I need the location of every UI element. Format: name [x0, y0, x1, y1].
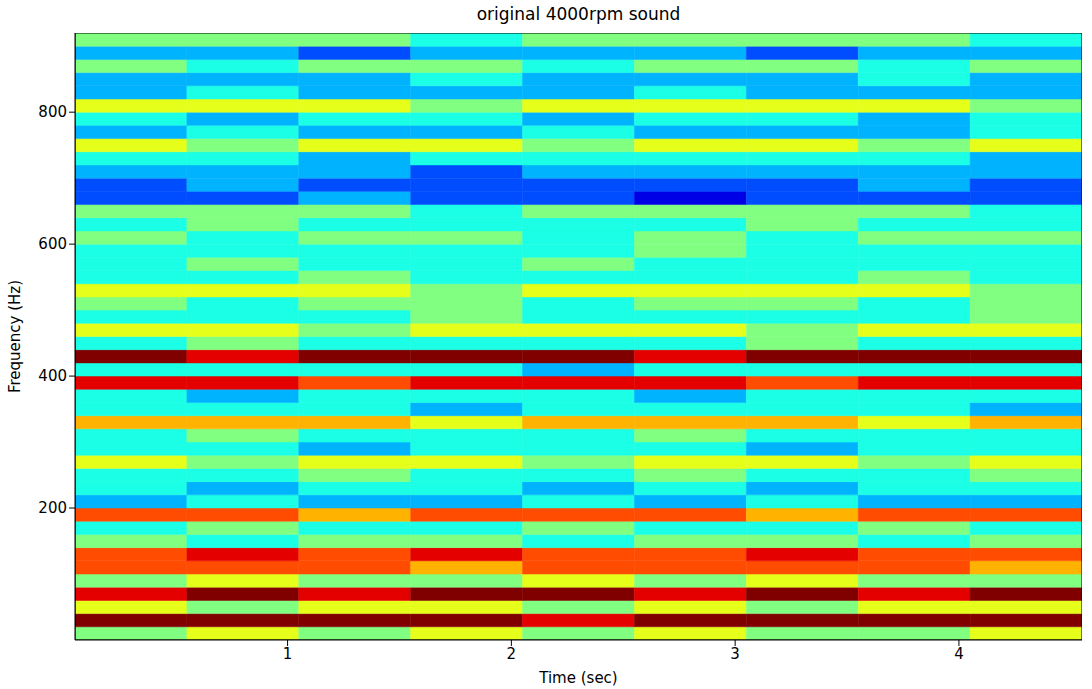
svg-text:Frequency (Hz): Frequency (Hz): [6, 280, 24, 393]
svg-text:800: 800: [38, 103, 67, 121]
svg-text:600: 600: [38, 235, 67, 253]
svg-text:400: 400: [38, 367, 67, 385]
svg-text:200: 200: [38, 499, 67, 517]
svg-text:3: 3: [730, 645, 740, 663]
svg-text:1: 1: [283, 645, 293, 663]
html-text:original 4000rpm sound: original 4000rpm sound: [476, 4, 681, 24]
svg-text:2: 2: [507, 645, 517, 663]
svg-text:4: 4: [954, 645, 964, 663]
svg-text:Time (sec): Time (sec): [538, 669, 617, 687]
